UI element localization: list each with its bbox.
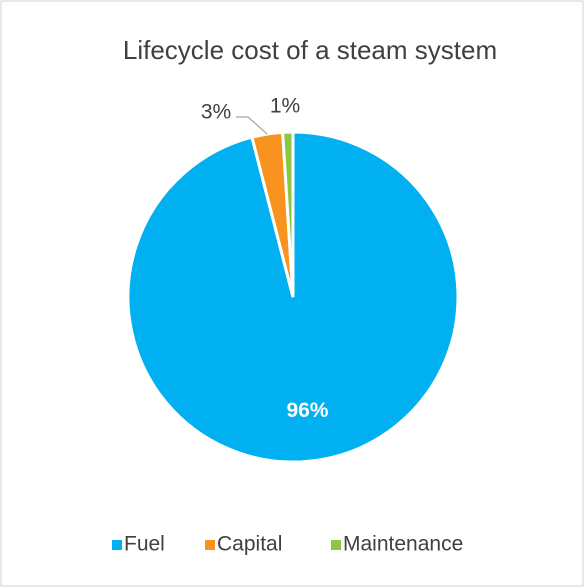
legend-label: Capital [217,533,282,556]
legend-marker [112,540,122,550]
legend-label: Fuel [124,533,165,556]
legend-marker [205,540,215,550]
data-label: 3% [201,101,231,124]
legend-marker [331,540,341,550]
leader-line [236,116,268,135]
data-label: 1% [270,95,300,118]
legend-label: Maintenance [343,533,463,556]
pie-slice [281,130,295,298]
data-label: 96% [286,399,328,422]
chart-title: Lifecycle cost of a steam system [123,35,497,65]
